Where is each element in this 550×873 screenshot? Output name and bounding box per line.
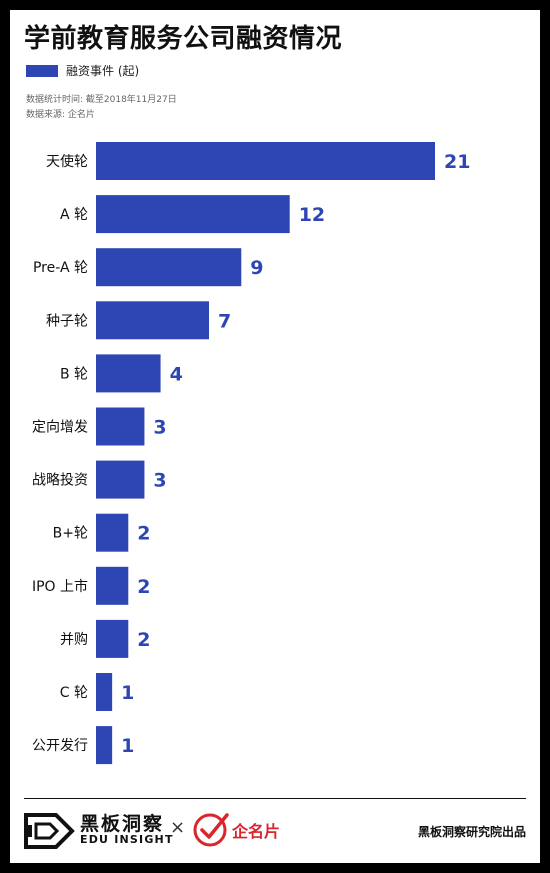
- footer: 黑板洞察 EDU INSIGHT × 企名片 黑板洞察研究院出品: [10, 805, 540, 855]
- bar: [96, 460, 145, 499]
- times-sign: ×: [170, 817, 186, 838]
- bar: [96, 726, 113, 765]
- footer-divider: [24, 798, 526, 799]
- brand-name-en: EDU INSIGHT: [80, 833, 174, 846]
- category-label: B 轮: [60, 366, 88, 382]
- category-label: 天使轮: [46, 153, 88, 170]
- bar: [96, 354, 161, 393]
- data-time-note: 数据统计时间: 截至2018年11月27日: [26, 95, 177, 105]
- category-label: 战略投资: [32, 473, 88, 489]
- bar: [96, 513, 129, 552]
- category-label: 并购: [60, 632, 88, 648]
- bar-value-label: 7: [218, 310, 231, 332]
- bar-value-label: 1: [121, 682, 134, 704]
- category-label: 种子轮: [46, 313, 88, 329]
- bar-value-label: 21: [444, 151, 470, 173]
- bar-value-label: 3: [153, 470, 166, 492]
- producer-credit: 黑板洞察研究院出品: [417, 825, 526, 839]
- chart-title: 学前教育服务公司融资情况: [24, 24, 343, 54]
- category-label: B+轮: [53, 526, 88, 542]
- bar-value-label: 1: [121, 735, 134, 757]
- bar: [96, 195, 290, 234]
- category-label: Pre-A 轮: [33, 260, 88, 276]
- legend: 融资事件 (起): [26, 62, 139, 79]
- category-label: 公开发行: [32, 738, 88, 754]
- legend-swatch: [26, 64, 58, 77]
- edu-insight-logo-icon: [24, 813, 75, 849]
- legend-label: 融资事件 (起): [66, 64, 140, 78]
- infographic-card: 学前教育服务公司融资情况 融资事件 (起) 数据统计时间: 截至2018年11月…: [10, 10, 540, 863]
- bar-value-label: 3: [153, 417, 166, 439]
- bar-value-label: 2: [137, 576, 150, 598]
- bar-value-label: 2: [137, 629, 150, 651]
- bar: [96, 619, 129, 658]
- bar: [96, 566, 129, 605]
- brand-name-cn: 黑板洞察: [80, 813, 165, 835]
- data-source-note: 数据来源: 企名片: [26, 110, 95, 120]
- category-label: A 轮: [60, 207, 88, 223]
- category-label: IPO 上市: [32, 578, 88, 595]
- bar-value-label: 9: [250, 257, 263, 279]
- bar-value-label: 12: [299, 204, 325, 226]
- qimingpian-check-icon: [193, 813, 229, 847]
- bar: [96, 142, 435, 180]
- bar: [96, 673, 113, 711]
- category-label: 定向增发: [32, 420, 88, 436]
- bar: [96, 301, 209, 340]
- category-label: C 轮: [60, 685, 88, 701]
- bar: [96, 248, 242, 287]
- partner-name: 企名片: [232, 822, 281, 841]
- bar-value-label: 2: [137, 523, 150, 545]
- bar: [96, 407, 145, 446]
- bar-value-label: 4: [170, 363, 183, 385]
